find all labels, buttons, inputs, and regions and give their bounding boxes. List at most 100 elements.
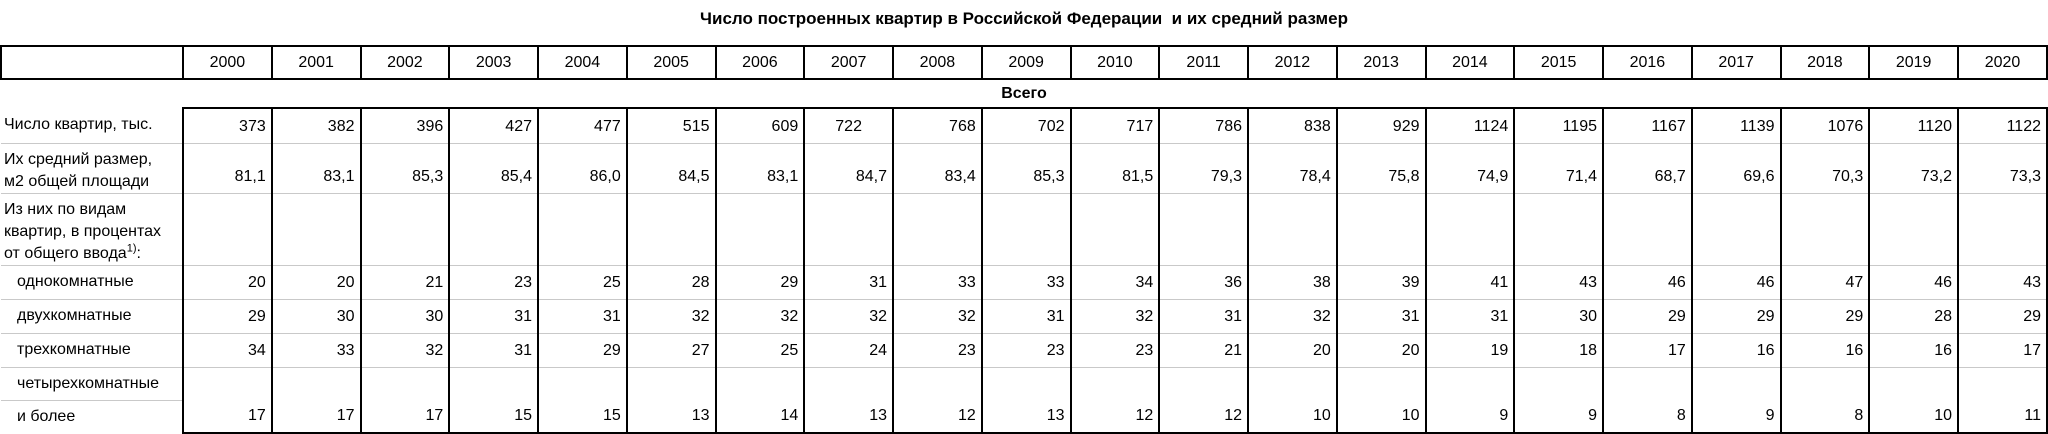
cell-apartments-count-2004: 477 [537, 107, 627, 143]
cell-apartments-count-2016: 1167 [1602, 107, 1692, 143]
cell-three-room-2001: 33 [270, 332, 361, 367]
cell-apartments-count-2010: 717 [1069, 107, 1160, 143]
cell-by-apartment-type-2000 [182, 192, 272, 265]
cell-average-size-2000: 81,1 [182, 142, 272, 193]
cell-average-size-2013: 75,8 [1335, 142, 1426, 193]
three-room-label: трехкомнатные [1, 332, 183, 367]
cell-by-apartment-type-2015 [1513, 192, 1603, 265]
cell-one-room-2008: 33 [892, 264, 982, 299]
cell-three-room-2010: 23 [1069, 332, 1160, 367]
cell-one-room-2002: 21 [359, 264, 450, 299]
cell-one-room-2013: 39 [1335, 264, 1426, 299]
cell-three-room-2004: 29 [537, 332, 627, 367]
year-header-2011: 2011 [1158, 45, 1249, 80]
cell-average-size-2007: 84,7 [803, 142, 893, 193]
year-header-2001: 2001 [270, 45, 362, 80]
cell-one-room-2001: 20 [270, 264, 361, 299]
cell-by-apartment-type-2003 [448, 192, 538, 265]
cell-two-room-2003: 31 [448, 298, 538, 333]
cell-three-room-2003: 31 [448, 332, 538, 367]
apartments-count-label: Число квартир, тыс. [1, 108, 183, 143]
cell-three-room-2015: 18 [1513, 332, 1603, 367]
cell-by-apartment-type-2011 [1158, 192, 1248, 265]
cell-apartments-count-2002: 396 [359, 107, 450, 143]
cell-average-size-2016: 68,7 [1602, 142, 1692, 193]
cell-average-size-2014: 74,9 [1424, 142, 1515, 193]
year-header-2004: 2004 [537, 45, 628, 80]
cell-by-apartment-type-2018 [1779, 192, 1870, 265]
footnote-marker: 1) [126, 242, 137, 255]
cell-apartments-count-2014: 1124 [1424, 107, 1515, 143]
cell-two-room-2005: 32 [625, 298, 716, 333]
cell-four-room-and-more-2015: 9 [1513, 366, 1603, 434]
cell-two-room-2012: 32 [1247, 298, 1337, 333]
cell-two-room-2001: 30 [270, 298, 361, 333]
label-line: от общего ввода1): [4, 243, 182, 265]
year-header-2013: 2013 [1335, 45, 1427, 80]
year-header-2020: 2020 [1957, 45, 2048, 80]
average-size-label: Их средний размер, м2 общей площади [1, 142, 183, 193]
cell-by-apartment-type-2013 [1335, 192, 1426, 265]
cell-four-room-and-more-2007: 13 [803, 366, 893, 434]
by-apartment-type-label: Из них по видам квартир, в процентах от об… [1, 192, 183, 265]
year-header-2012: 2012 [1247, 45, 1338, 80]
cell-apartments-count-2001: 382 [270, 107, 361, 143]
cell-four-room-and-more-2020: 11 [1957, 366, 2048, 434]
year-header-2010: 2010 [1069, 45, 1161, 80]
cell-one-room-2009: 33 [980, 264, 1071, 299]
cell-one-room-2016: 46 [1602, 264, 1692, 299]
cell-one-room-2010: 34 [1069, 264, 1160, 299]
cell-average-size-2008: 83,4 [892, 142, 982, 193]
cell-apartments-count-2008: 768 [892, 107, 982, 143]
cell-one-room-2017: 46 [1690, 264, 1781, 299]
cell-one-room-2018: 47 [1779, 264, 1870, 299]
cell-one-room-2012: 38 [1247, 264, 1337, 299]
cell-by-apartment-type-2002 [359, 192, 450, 265]
cell-apartments-count-2015: 1195 [1513, 107, 1603, 143]
cell-two-room-2007: 32 [803, 298, 893, 333]
cell-two-room-2006: 32 [714, 298, 805, 333]
cell-average-size-2005: 84,5 [625, 142, 716, 193]
two-room-label: двухкомнатные [1, 298, 183, 333]
cell-average-size-2012: 78,4 [1247, 142, 1337, 193]
cell-average-size-2010: 81,5 [1069, 142, 1160, 193]
year-header-2006: 2006 [714, 45, 806, 80]
cell-by-apartment-type-2005 [625, 192, 716, 265]
cell-average-size-2011: 79,3 [1158, 142, 1248, 193]
year-header-row: 2000 2001 2002 2003 2004 2005 2006 2007 2008 2009… [0, 45, 2048, 80]
label-line: двухкомнатные [17, 307, 132, 324]
cell-three-room-2008: 23 [892, 332, 982, 367]
table-title: Число построенных квартир в Российской Ф… [700, 9, 1348, 28]
cell-average-size-2003: 85,4 [448, 142, 538, 193]
apartments-count-row: Число квартир, тыс. 373 382 396 427 477 515 609… [1, 107, 2048, 143]
year-header-2017: 2017 [1690, 45, 1782, 80]
cell-apartments-count-2013: 929 [1335, 107, 1426, 143]
cell-by-apartment-type-2017 [1690, 192, 1781, 265]
cell-average-size-2002: 85,3 [359, 142, 450, 193]
cell-four-room-and-more-2009: 13 [980, 366, 1071, 434]
year-header-2002: 2002 [359, 45, 451, 80]
label-line: Из них по видам [4, 200, 127, 218]
two-room-row: двухкомнатные 29 30 30 31 31 32 32 32 32 31 32 31 32 3… [1, 298, 2048, 333]
label-line: Число квартир, тыс. [4, 116, 153, 134]
year-header-2018: 2018 [1779, 45, 1871, 80]
four-room-and-more-label: четырехкомнатные и более [1, 366, 183, 433]
cell-four-room-and-more-2011: 12 [1158, 366, 1248, 434]
cell-by-apartment-type-2019 [1868, 192, 1958, 265]
cell-by-apartment-type-2014 [1424, 192, 1515, 265]
one-room-label: однокомнатные [1, 264, 183, 299]
cell-three-room-2014: 19 [1424, 332, 1515, 367]
cell-one-room-2004: 25 [537, 264, 627, 299]
cell-three-room-2000: 34 [182, 332, 272, 367]
cell-apartments-count-2017: 1139 [1690, 107, 1781, 143]
cell-one-room-2007: 31 [803, 264, 893, 299]
cell-two-room-2014: 31 [1424, 298, 1515, 333]
cell-two-room-2020: 29 [1957, 298, 2048, 333]
cell-four-room-and-more-2010: 12 [1069, 366, 1160, 434]
label-suffix: : [136, 244, 141, 262]
cell-one-room-2011: 36 [1158, 264, 1248, 299]
cell-by-apartment-type-2020 [1957, 192, 2048, 265]
cell-three-room-2020: 17 [1957, 332, 2048, 367]
cell-four-room-and-more-2019: 10 [1868, 366, 1958, 434]
year-header-2008: 2008 [892, 45, 983, 80]
